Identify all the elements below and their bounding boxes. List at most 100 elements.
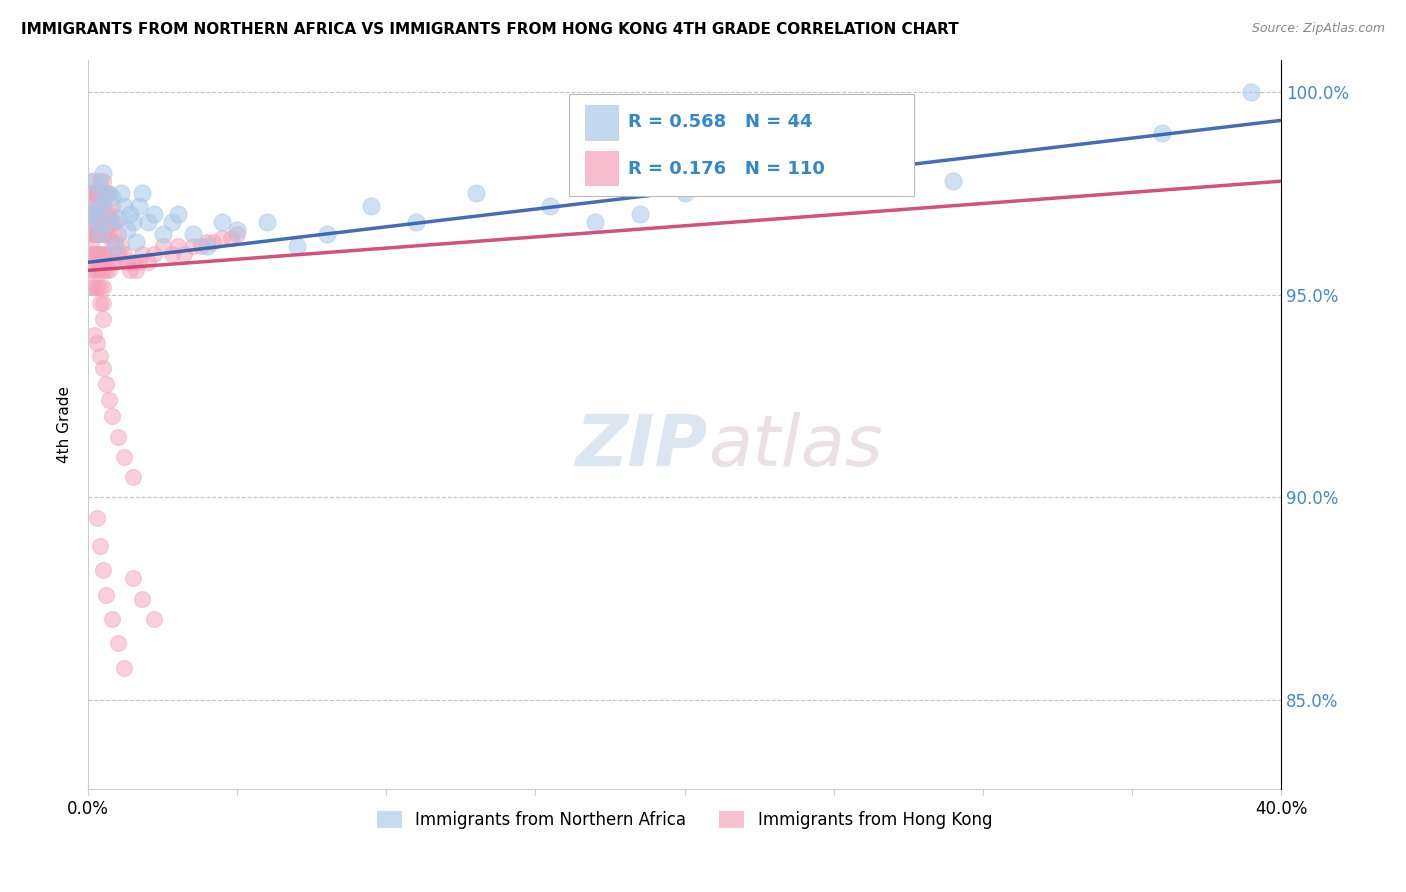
Point [112,450,135,464]
Point [94,206,117,220]
Point [98,227,121,241]
Point [136,215,159,229]
Point [181,239,204,253]
Point [98,247,121,261]
Point [202,235,225,249]
Point [131,591,153,606]
Point [112,660,135,674]
Point [94,588,117,602]
Point [104,239,127,253]
Point [83,227,105,241]
Point [83,328,105,343]
Point [131,247,153,261]
Point [83,186,105,201]
Point [122,470,145,484]
Point [405,215,427,229]
Point [86,186,108,201]
Point [80,215,103,229]
Point [107,247,129,261]
Point [91,295,114,310]
Point [128,255,150,269]
Point [86,227,108,241]
Point [122,215,145,229]
Point [94,247,117,261]
Point [89,349,111,363]
Point [118,206,141,220]
Point [89,227,111,241]
Point [360,198,382,212]
Point [86,215,108,229]
Point [83,227,105,241]
Point [142,247,165,261]
Point [89,539,111,553]
Point [91,198,114,212]
Point [107,227,129,241]
Point [86,227,108,241]
Point [115,255,138,269]
Point [80,239,103,253]
Text: IMMIGRANTS FROM NORTHERN AFRICA VS IMMIGRANTS FROM HONG KONG 4TH GRADE CORRELATI: IMMIGRANTS FROM NORTHERN AFRICA VS IMMIG… [21,22,959,37]
Point [83,206,105,220]
Point [80,227,103,241]
Point [197,235,219,249]
Point [211,231,233,245]
Point [89,295,111,310]
Point [80,206,103,220]
Point [80,206,103,220]
Point [122,571,145,585]
Point [166,206,188,220]
Text: R = 0.176   N = 110: R = 0.176 N = 110 [628,160,825,178]
Point [94,227,117,241]
Text: R = 0.568   N = 44: R = 0.568 N = 44 [628,113,813,131]
Point [104,235,127,249]
Text: ZIP: ZIP [576,412,709,481]
Point [125,263,148,277]
Point [101,409,124,424]
Point [91,563,114,577]
Point [628,206,651,220]
Point [89,215,111,229]
Point [83,263,105,277]
Point [104,255,127,269]
Point [110,186,132,201]
Point [125,235,148,249]
Point [83,279,105,293]
Point [91,174,114,188]
Point [86,247,108,261]
Point [98,393,121,408]
Point [89,279,111,293]
Point [91,198,114,212]
Point [86,206,108,220]
Point [673,186,696,201]
Point [122,255,145,269]
Point [91,279,114,293]
Point [86,510,108,524]
Point [118,263,141,277]
Point [91,247,114,261]
Text: Source: ZipAtlas.com: Source: ZipAtlas.com [1251,22,1385,36]
Point [80,279,103,293]
Point [1150,126,1173,140]
Point [160,215,183,229]
Point [160,247,183,261]
Point [91,166,114,180]
Point [112,247,135,261]
Point [91,263,114,277]
Point [882,166,904,180]
Point [942,174,965,188]
Point [80,174,103,188]
Point [1240,85,1263,99]
Point [98,215,121,229]
Point [91,312,114,326]
Point [86,198,108,212]
Point [91,360,114,375]
Point [101,215,124,229]
Point [107,211,129,225]
Point [86,186,108,201]
Point [86,336,108,351]
Point [89,174,111,188]
Point [583,215,606,229]
Point [256,215,278,229]
Point [94,186,117,201]
Point [166,239,188,253]
